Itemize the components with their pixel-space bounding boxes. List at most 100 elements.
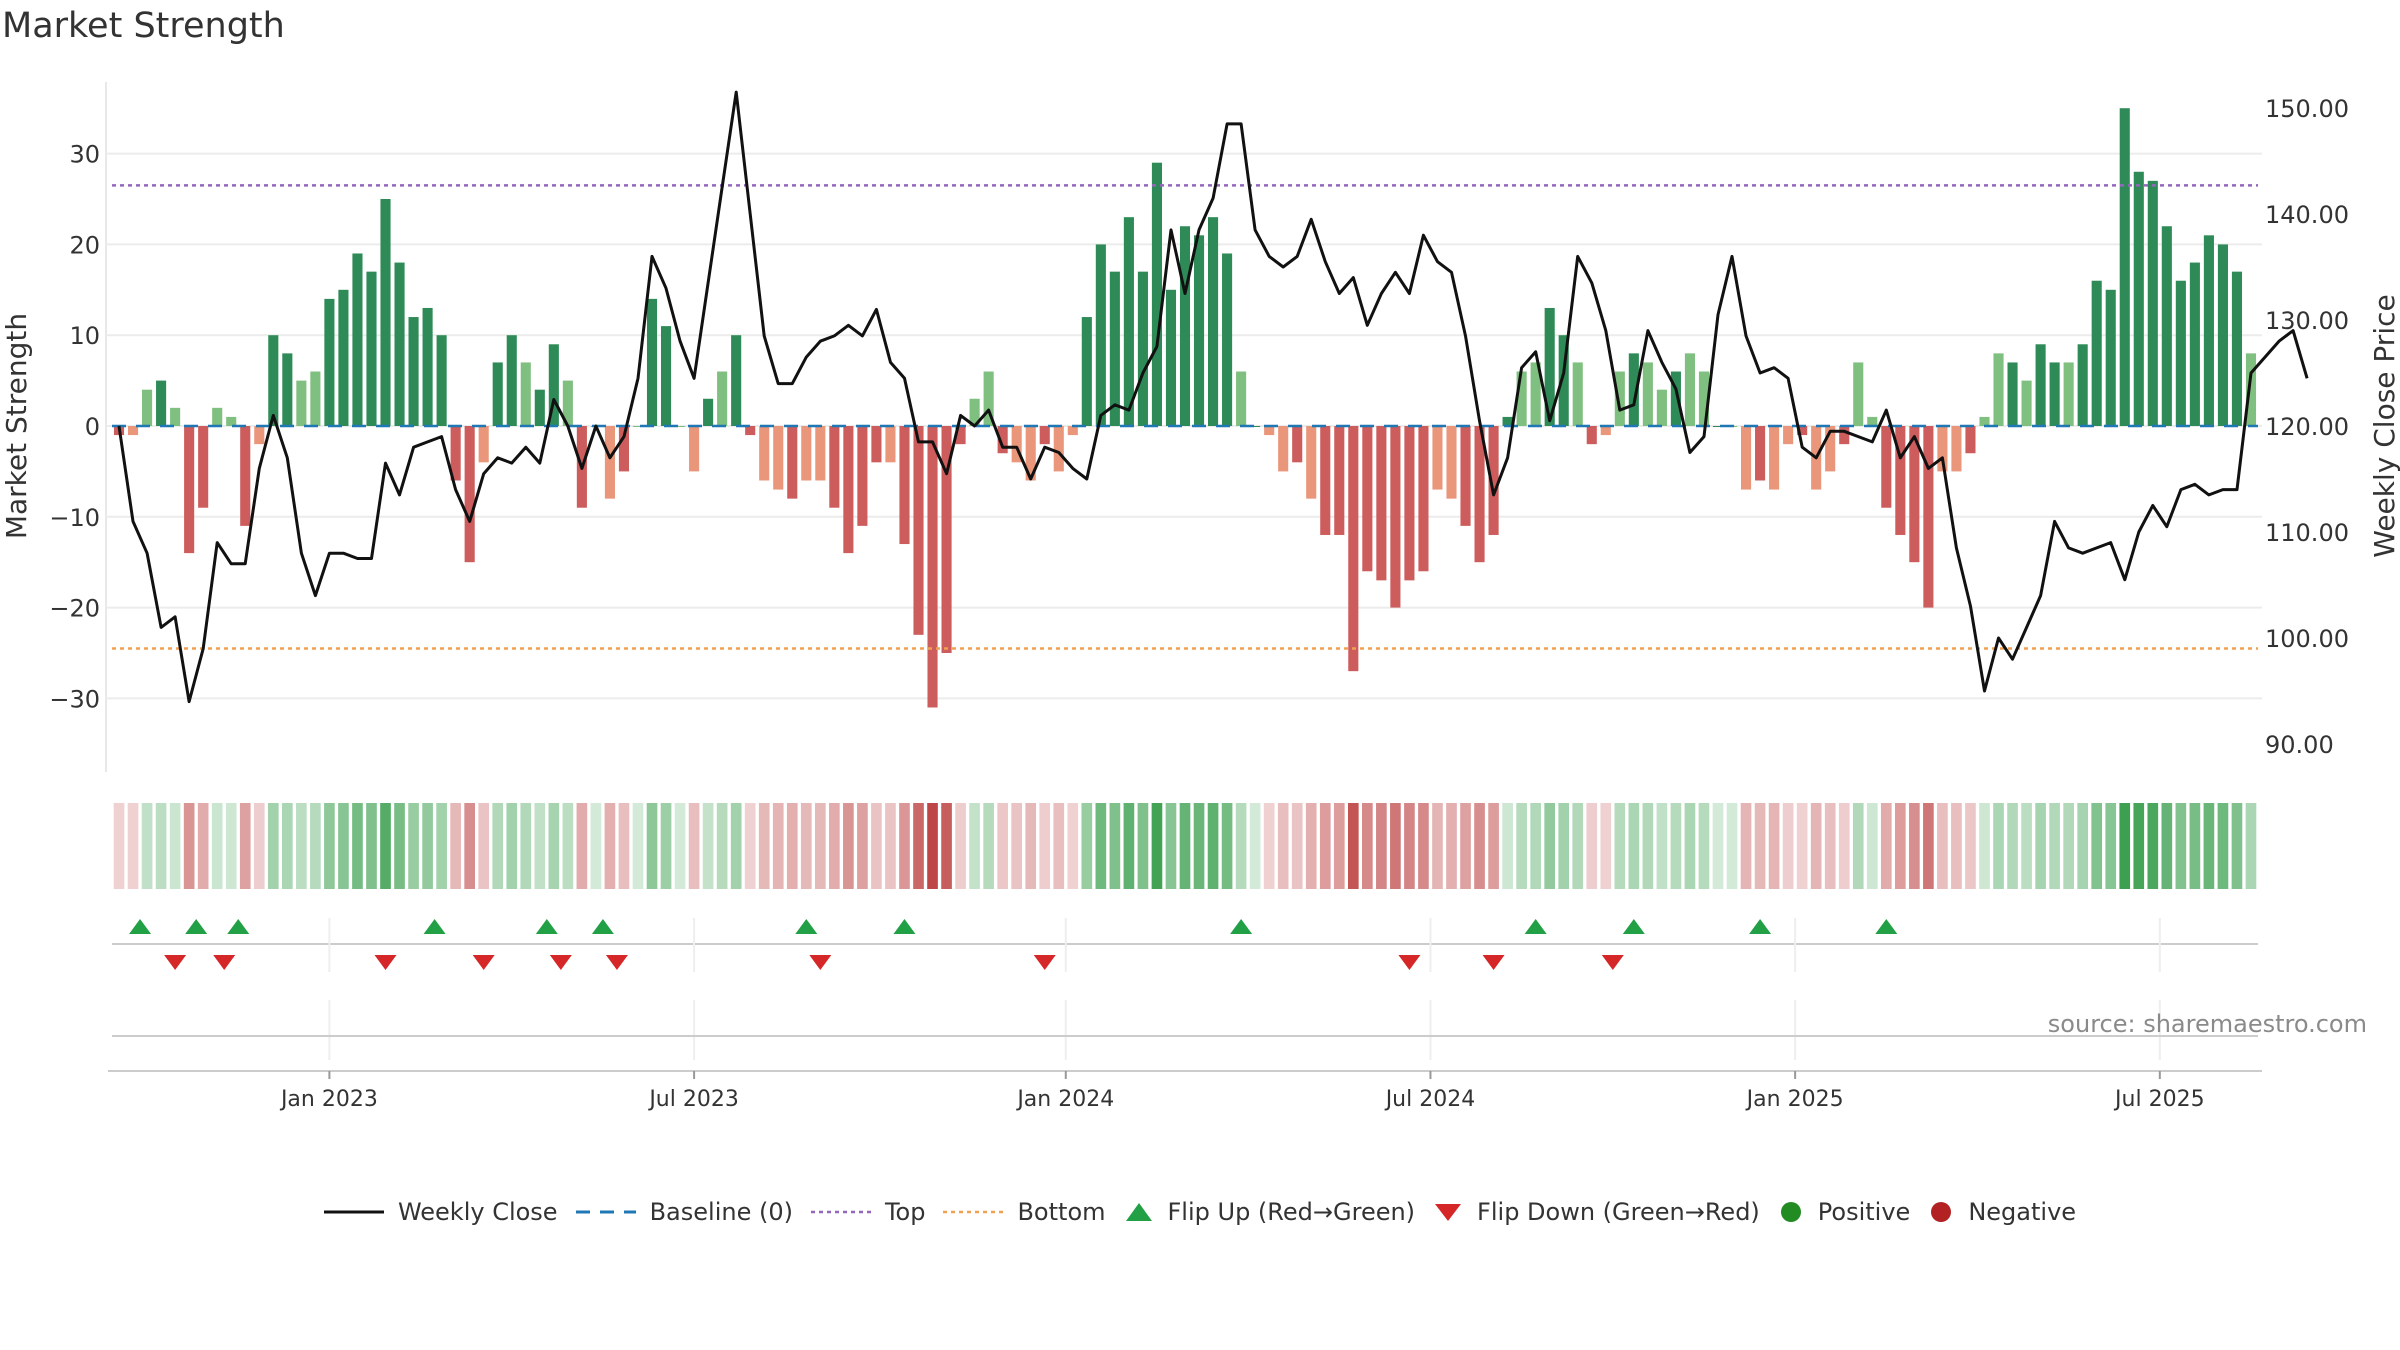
- heat-cell: [1993, 803, 2004, 889]
- strength-bar: [1698, 371, 1710, 426]
- strength-bar: [296, 380, 307, 426]
- strength-bar: [1376, 426, 1387, 581]
- flip-up-marker: [1622, 919, 1645, 934]
- heat-cell: [169, 803, 181, 889]
- y-tick-label-right: 90.00: [2265, 731, 2334, 759]
- y-tick-label-left: −30: [49, 685, 100, 713]
- flip-down-marker: [213, 955, 236, 970]
- strength-bar: [1067, 426, 1078, 436]
- strength-bar: [2133, 171, 2144, 426]
- strength-bar: [464, 426, 475, 563]
- legend: Weekly Close Baseline (0) Top Bottom Fli…: [0, 1198, 2400, 1226]
- strength-bar: [562, 380, 573, 426]
- heat-cell: [969, 803, 980, 889]
- strength-bar: [2091, 280, 2102, 426]
- heat-cell: [366, 803, 377, 889]
- heat-cell: [1474, 803, 1485, 889]
- strength-bar: [1867, 416, 1878, 426]
- strength-bar: [2049, 362, 2060, 426]
- flip-down-marker: [549, 955, 572, 970]
- y-tick-label-left: 30: [69, 141, 100, 169]
- y-tick-label-left: 0: [85, 413, 100, 441]
- strength-bar: [1236, 371, 1247, 426]
- legend-label: Top: [884, 1198, 926, 1226]
- heat-cell: [1726, 803, 1738, 889]
- flip-up-marker: [591, 919, 614, 934]
- strength-bar: [2189, 262, 2200, 426]
- heat-cell: [1446, 803, 1457, 889]
- heat-cell: [1221, 803, 1233, 889]
- strength-bar: [226, 416, 237, 426]
- strength-bar: [1011, 426, 1022, 463]
- flip-up-marker: [535, 919, 558, 934]
- strength-bar: [871, 426, 882, 463]
- source-label: source: sharemaestro.com: [2047, 1010, 2367, 1038]
- heat-cell: [1235, 803, 1247, 889]
- strength-bar: [1544, 307, 1555, 426]
- heat-cell: [1965, 803, 1976, 889]
- x-tick-label: Jul 2023: [647, 1087, 739, 1112]
- strength-bar: [1264, 426, 1275, 436]
- y-axis-label-left: Market Strength: [0, 313, 33, 539]
- chart-title: Market Strength: [2, 6, 285, 46]
- heat-cell: [2231, 803, 2243, 889]
- heat-cell: [2217, 803, 2229, 889]
- heat-cell: [520, 803, 532, 889]
- heat-cell: [1207, 803, 1219, 889]
- strength-bar: [127, 426, 139, 436]
- heat-cell: [1460, 803, 1471, 889]
- heat-cell: [730, 803, 742, 889]
- strength-bar: [310, 371, 321, 426]
- x-tick-label: Jul 2025: [2113, 1087, 2205, 1112]
- bars-group: [113, 108, 2257, 708]
- heat-cell: [632, 803, 644, 889]
- strength-bar: [604, 426, 615, 499]
- strength-bar: [534, 389, 545, 426]
- heat-cell: [1796, 803, 1808, 889]
- strength-bar: [1222, 253, 1233, 426]
- strength-bar: [1137, 271, 1148, 426]
- strength-bar: [1334, 426, 1345, 535]
- strength-bar: [1909, 426, 1920, 563]
- strength-bar: [759, 426, 770, 481]
- strength-bar: [1320, 426, 1331, 535]
- strength-bar: [1474, 426, 1485, 563]
- strength-bar: [1586, 426, 1597, 445]
- heat-cell: [829, 803, 840, 889]
- strength-bar: [1628, 353, 1639, 426]
- heat-cell: [1109, 803, 1121, 889]
- strength-bar: [548, 344, 559, 426]
- heat-cell: [1053, 803, 1065, 889]
- strength-bar: [1797, 426, 1808, 436]
- strength-bar: [1053, 426, 1064, 472]
- heat-cell: [1305, 803, 1317, 889]
- heat-cell: [1362, 803, 1373, 889]
- heat-cell: [2203, 803, 2215, 889]
- legend-item-flip-down: Flip Down (Green→Red): [1433, 1198, 1760, 1226]
- heat-cell: [772, 803, 784, 889]
- strength-bar: [1109, 271, 1120, 426]
- strength-bar: [240, 426, 251, 526]
- strength-bar: [983, 371, 994, 426]
- strength-bar: [1488, 426, 1499, 535]
- y-tick-label-left: −20: [49, 595, 100, 623]
- flip-up-marker: [1749, 919, 1772, 934]
- strength-bar: [1418, 426, 1429, 572]
- heat-cell: [1810, 803, 1822, 889]
- heat-cell: [380, 803, 391, 889]
- strength-bar: [1740, 426, 1752, 490]
- strength-bar: [1923, 426, 1934, 608]
- heat-cell: [913, 803, 924, 889]
- heat-cell: [1039, 803, 1051, 889]
- heat-cell: [1137, 803, 1149, 889]
- strength-bar: [506, 335, 517, 426]
- heat-cell: [1319, 803, 1331, 889]
- heat-cell: [1740, 803, 1752, 889]
- flip-up-marker: [1524, 919, 1547, 934]
- circle-negative-icon: [1931, 1202, 1952, 1222]
- heat-cell: [2021, 803, 2032, 889]
- strength-bar: [1755, 426, 1766, 481]
- heat-cell: [674, 803, 686, 889]
- strength-bar: [969, 398, 980, 426]
- heat-cell: [1754, 803, 1766, 889]
